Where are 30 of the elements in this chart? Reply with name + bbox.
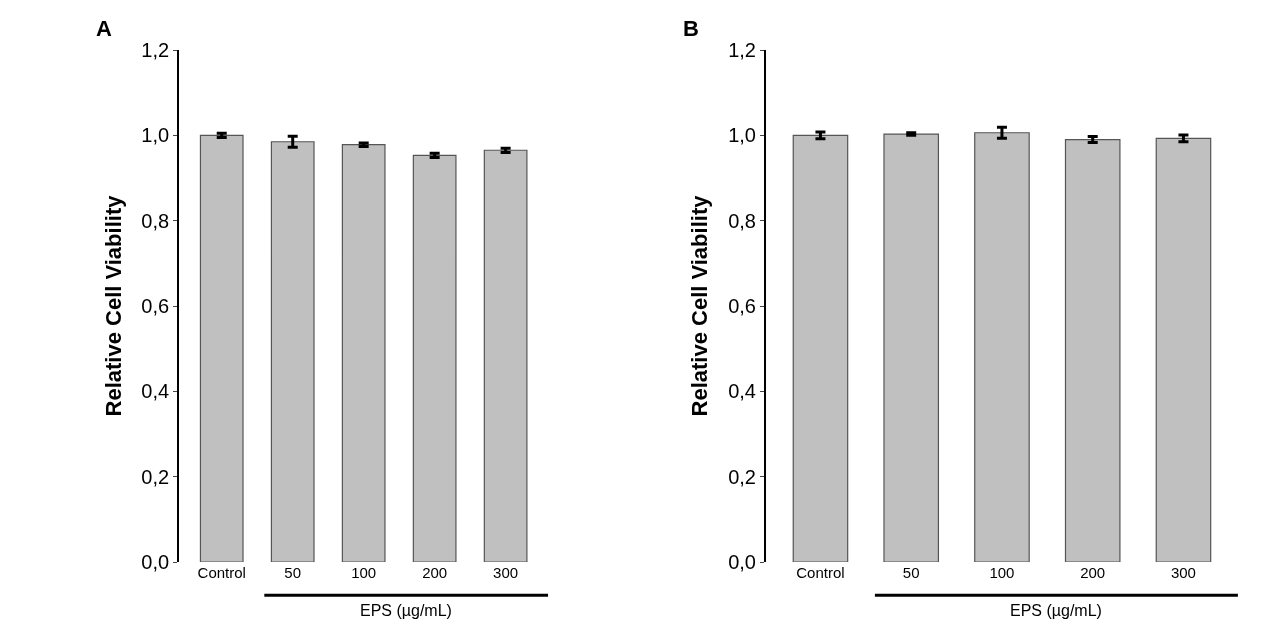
y-tick-label: 0,8: [141, 209, 170, 232]
y-axis-title: Relative Cell Viability: [687, 194, 713, 417]
y-tick-label: 0,8: [728, 209, 756, 232]
x-axis-title: EPS (µg/mL): [1010, 602, 1102, 619]
y-tick-label: 0,0: [728, 551, 756, 573]
y-tick-label: 0,0: [141, 551, 170, 573]
x-tick-label: Control: [197, 564, 246, 581]
x-tick-label: 300: [1170, 564, 1196, 581]
y-tick-label: 1,2: [141, 39, 170, 61]
y-tick-label: 0,4: [728, 380, 756, 403]
y-tick-label: 0,4: [141, 380, 170, 403]
y-tick-label: 1,2: [728, 39, 756, 61]
x-tick-label: 50: [284, 564, 302, 581]
y-tick-label: 1,0: [141, 124, 170, 147]
x-axis-title: EPS (µg/mL): [360, 602, 452, 619]
y-tick-label: 1,0: [728, 124, 756, 147]
x-tick-label: 100: [989, 564, 1015, 581]
y-tick-label: 0,6: [141, 295, 170, 317]
x-tick-label: 100: [351, 564, 377, 581]
x-tick-label: 200: [422, 564, 448, 581]
y-tick-label: 0,2: [141, 465, 170, 488]
y-tick-label: 0,2: [728, 465, 756, 488]
y-tick-label: 0,6: [728, 295, 756, 317]
chart-title: B: [683, 16, 699, 41]
x-tick-label: 300: [493, 564, 519, 581]
x-tick-label: Control: [796, 564, 845, 581]
x-tick-label: 50: [902, 564, 920, 581]
y-axis-title: Relative Cell Viability: [100, 194, 126, 417]
x-tick-label: 200: [1080, 564, 1106, 581]
chart-title: A: [96, 16, 112, 41]
